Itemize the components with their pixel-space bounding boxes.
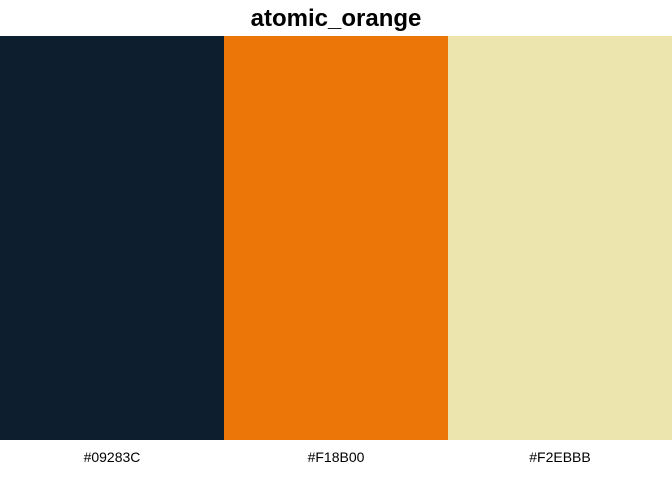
- hex-label-1: #09283C: [83, 449, 141, 465]
- color-swatch-1: [0, 36, 224, 440]
- color-swatch-3: [448, 36, 672, 440]
- swatch-strip: [0, 36, 672, 440]
- color-swatch-2: [224, 36, 448, 440]
- hex-label-3: #F2EBBB: [529, 449, 591, 465]
- hex-label-2: #F18B00: [307, 449, 365, 465]
- palette-title: atomic_orange: [250, 5, 422, 32]
- hex-label-row: #09283C #F18B00 #F2EBBB: [0, 440, 672, 480]
